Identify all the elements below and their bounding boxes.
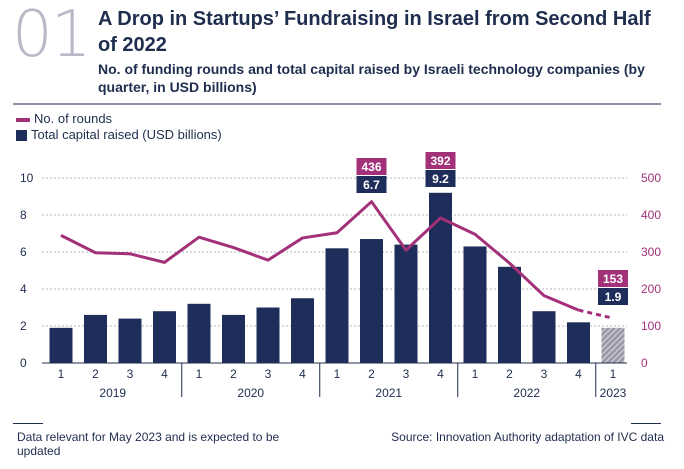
bar-capital bbox=[429, 192, 452, 363]
chart-subtitle: No. of funding rounds and total capital … bbox=[98, 61, 645, 95]
x-tick-label: 4 bbox=[575, 367, 582, 381]
callout-rounds-box bbox=[356, 158, 387, 175]
footer-rule-left bbox=[13, 423, 43, 424]
x-tick-label: 1 bbox=[472, 367, 479, 381]
x-tick-label: 1 bbox=[196, 367, 203, 381]
legend-bar-swatch bbox=[16, 130, 27, 142]
bar-capital bbox=[291, 298, 314, 363]
bar-capital bbox=[498, 266, 521, 363]
bar-capital bbox=[463, 246, 487, 363]
footer-source: Source: Innovation Authority adaptation … bbox=[391, 430, 664, 444]
x-tick-label: 3 bbox=[403, 367, 410, 381]
bar-capital bbox=[187, 303, 211, 363]
x-tick-label: 2 bbox=[368, 367, 375, 381]
y-left-tick-label: 2 bbox=[20, 319, 27, 333]
footer-note: Data relevant for May 2023 and is expect… bbox=[17, 430, 280, 458]
y-left-tick-label: 6 bbox=[20, 245, 27, 259]
callout-rounds-value: 392 bbox=[430, 154, 450, 168]
legend-label-capital: Total capital raised (USD billions) bbox=[31, 127, 222, 142]
footer-rule-right bbox=[631, 423, 661, 424]
bar-capital bbox=[84, 314, 107, 363]
callout-capital-value: 9.2 bbox=[432, 172, 449, 186]
callout-capital-value: 6.7 bbox=[363, 178, 380, 192]
bar-capital-hatched bbox=[601, 327, 625, 363]
callout-capital-box bbox=[425, 170, 456, 187]
x-year-label: 2022 bbox=[513, 386, 540, 400]
y-right-tick-label: 500 bbox=[641, 171, 661, 185]
x-tick-label: 1 bbox=[334, 367, 341, 381]
figure-number: 01 bbox=[12, 0, 91, 72]
legend-item-rounds: No. of rounds bbox=[16, 111, 112, 126]
bar-capital bbox=[567, 322, 590, 363]
callout-rounds-box bbox=[598, 270, 628, 287]
line-rounds-dashed bbox=[578, 308, 614, 320]
y-left-tick-label: 0 bbox=[20, 356, 27, 370]
y-right-tick-label: 300 bbox=[641, 245, 661, 259]
y-left-tick-label: 8 bbox=[20, 208, 27, 222]
callout-capital-box bbox=[598, 288, 628, 305]
x-tick-label: 3 bbox=[265, 367, 272, 381]
x-year-label: 2023 bbox=[600, 386, 627, 400]
x-tick-label: 3 bbox=[541, 367, 548, 381]
bar-capital bbox=[118, 318, 142, 363]
x-tick-label: 2 bbox=[230, 367, 237, 381]
x-tick-label: 2 bbox=[92, 367, 99, 381]
callout-rounds-box bbox=[425, 152, 456, 169]
y-right-tick-label: 0 bbox=[641, 356, 648, 370]
x-year-label: 2019 bbox=[99, 386, 126, 400]
legend-line-swatch bbox=[16, 117, 30, 122]
x-tick-label: 1 bbox=[58, 367, 65, 381]
callout-rounds-value: 436 bbox=[361, 160, 381, 174]
x-tick-label: 3 bbox=[127, 367, 134, 381]
legend-label-rounds: No. of rounds bbox=[34, 111, 113, 126]
y-right-tick-label: 400 bbox=[641, 208, 661, 222]
y-left-tick-label: 4 bbox=[20, 282, 27, 296]
bar-capital bbox=[222, 314, 245, 363]
x-tick-label: 4 bbox=[437, 367, 444, 381]
y-left-tick-label: 10 bbox=[20, 171, 34, 185]
x-tick-label: 4 bbox=[161, 367, 168, 381]
legend-item-capital: Total capital raised (USD billions) bbox=[16, 127, 222, 142]
bar-capital bbox=[325, 248, 349, 363]
y-right-tick-label: 200 bbox=[641, 282, 661, 296]
header-divider bbox=[13, 103, 661, 105]
bar-capital bbox=[532, 311, 556, 363]
bar-capital bbox=[360, 239, 383, 363]
x-tick-label: 1 bbox=[610, 367, 617, 381]
callout-capital-box bbox=[356, 176, 387, 193]
x-year-label: 2020 bbox=[237, 386, 264, 400]
chart-title: A Drop in Startups’ Fundraising in Israe… bbox=[98, 8, 651, 56]
bar-capital bbox=[49, 327, 73, 363]
y-right-tick-label: 100 bbox=[641, 319, 661, 333]
x-tick-label: 4 bbox=[299, 367, 306, 381]
bar-capital bbox=[394, 244, 418, 363]
callout-rounds-value: 153 bbox=[603, 272, 623, 286]
line-rounds bbox=[60, 200, 580, 312]
callout-capital-value: 1.9 bbox=[605, 290, 622, 304]
bar-capital bbox=[256, 307, 280, 363]
x-tick-label: 2 bbox=[506, 367, 513, 381]
x-year-label: 2021 bbox=[375, 386, 402, 400]
bar-capital bbox=[153, 311, 176, 363]
